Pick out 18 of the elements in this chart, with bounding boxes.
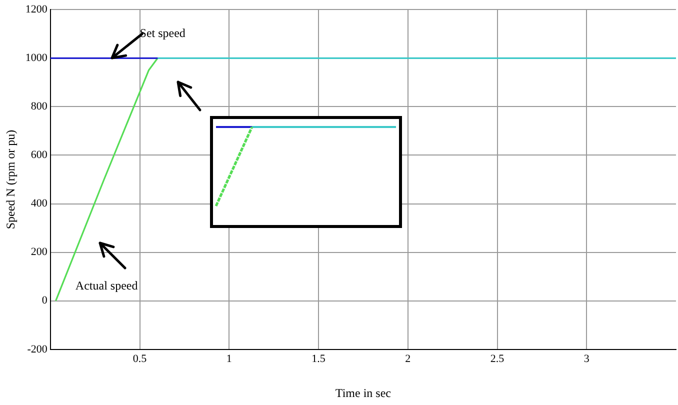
series-label: Actual speed: [75, 278, 138, 292]
y-axis-title: Speed N (rpm or pu): [3, 130, 18, 230]
series-label: Set speed: [140, 26, 186, 40]
x-tick-label: 1.5: [312, 352, 326, 365]
x-tick-label: 0.5: [132, 352, 148, 365]
x-tick-label: 2.5: [490, 352, 505, 365]
x-tick-label: 1: [226, 352, 232, 365]
x-axis-title: Time in sec: [335, 386, 391, 400]
y-tick-label: 200: [30, 246, 48, 258]
y-tick-label: 1200: [25, 3, 48, 16]
x-tick-label: 3: [584, 352, 590, 365]
y-tick-label: 600: [30, 149, 48, 162]
y-tick-label: 800: [30, 100, 48, 113]
x-tick-label: 2: [405, 352, 411, 365]
y-tick-label: 400: [30, 198, 48, 210]
y-tick-label: 1000: [25, 52, 48, 64]
y-tick-label: -200: [27, 343, 48, 356]
y-tick-label: 0: [42, 294, 48, 307]
